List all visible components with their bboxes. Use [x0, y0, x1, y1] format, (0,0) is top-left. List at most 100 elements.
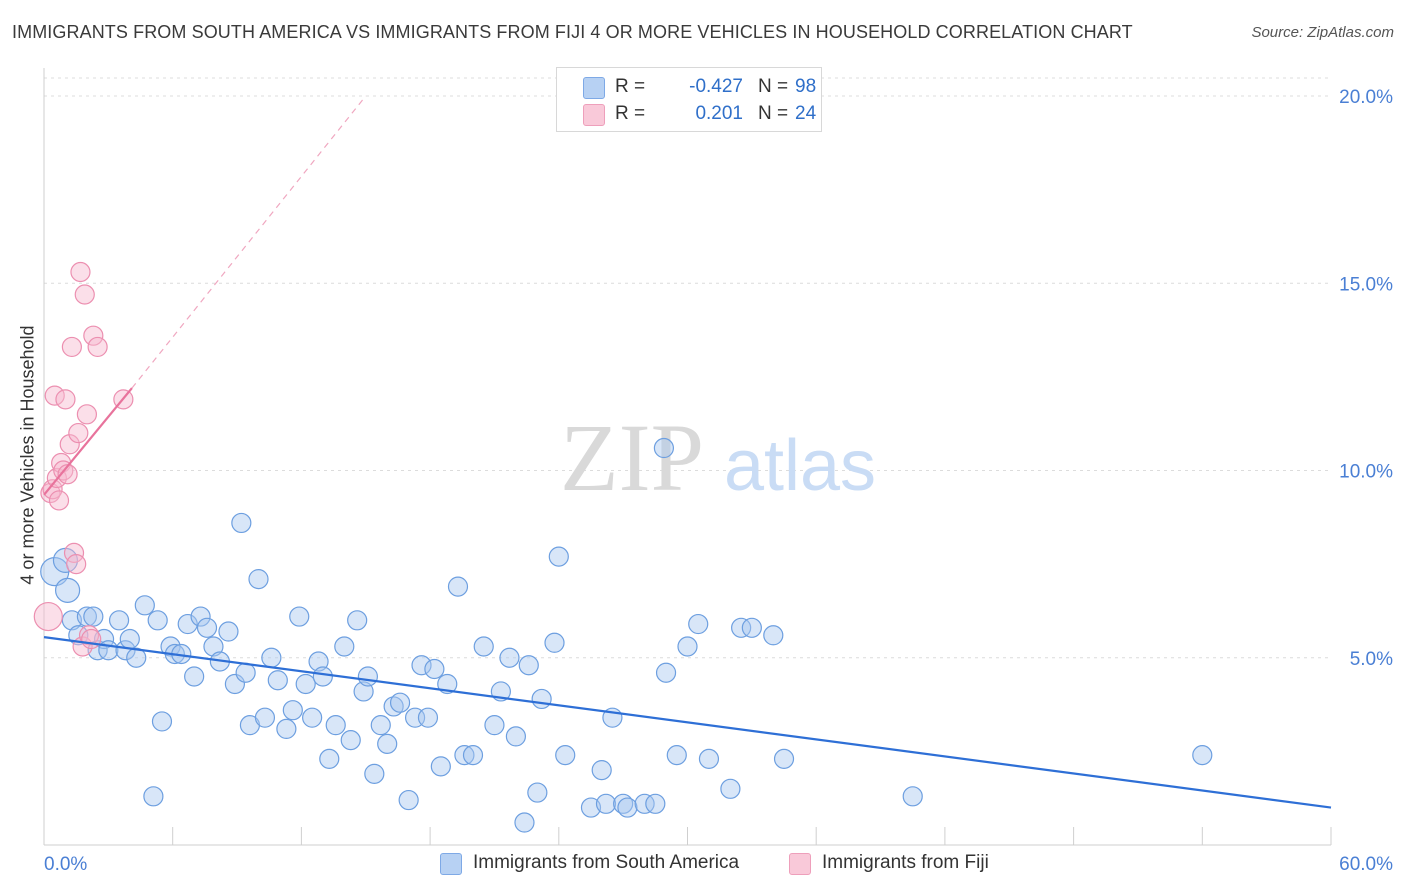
y-tick-label: 5.0% [1350, 649, 1393, 670]
point-fiji [76, 404, 98, 425]
y-tick-label: 10.0% [1339, 462, 1393, 483]
point-south-america [499, 647, 520, 668]
point-south-america [364, 763, 385, 784]
series-label-south-america: Immigrants from South America [473, 852, 740, 873]
x-tick-label: 0.0% [44, 854, 87, 875]
point-south-america [527, 782, 548, 803]
x-tick-label: 60.0% [1339, 854, 1393, 875]
point-south-america [531, 688, 552, 710]
point-south-america [147, 610, 168, 631]
trend-line-fiji [43, 387, 133, 496]
point-south-america [276, 718, 297, 740]
trend-line-fiji-extension [131, 95, 367, 389]
point-fiji [66, 554, 87, 575]
legend-n-value: 98 [795, 76, 817, 97]
point-south-america [902, 786, 923, 807]
point-south-america [325, 715, 346, 736]
point-fiji [61, 336, 82, 358]
series-legend: Immigrants from South America Immigrants… [0, 852, 1406, 878]
point-south-america [555, 745, 576, 766]
point-fiji [42, 479, 63, 500]
point-south-america [505, 726, 527, 747]
series-label-fiji: Immigrants from Fiji [822, 852, 989, 873]
tick-labels: 5.0% 10.0% 15.0% 20.0% 0.0% 60.0% [44, 87, 1393, 875]
point-south-america [312, 666, 333, 687]
point-south-america [196, 617, 218, 638]
correlation-legend: R = -0.427 N = 98 R = 0.201 N = 24 [556, 67, 822, 132]
point-south-america [235, 662, 256, 683]
point-south-america [447, 576, 469, 597]
point-south-america [763, 625, 784, 646]
point-south-america [218, 621, 239, 642]
legend-r-label: R = [615, 103, 646, 124]
point-south-america [731, 617, 752, 638]
point-south-america [282, 700, 303, 721]
point-south-america [295, 673, 316, 695]
point-south-america [617, 797, 638, 818]
point-fiji [83, 325, 104, 346]
point-south-america [462, 745, 484, 766]
point-south-america [83, 606, 104, 627]
legend-n-value: 24 [795, 103, 817, 124]
point-south-america [370, 715, 391, 736]
point-south-america [383, 696, 404, 717]
point-south-america [134, 595, 155, 616]
point-south-america [347, 610, 368, 631]
legend-swatch-fiji [583, 104, 605, 126]
point-south-america [417, 707, 439, 728]
point-south-america [518, 655, 539, 676]
point-south-america [430, 756, 451, 777]
point-south-america [302, 707, 323, 728]
point-south-america [653, 437, 675, 459]
point-south-america [773, 748, 795, 769]
point-south-america [108, 610, 130, 631]
point-south-america [319, 748, 340, 769]
point-south-america [666, 745, 687, 766]
source-credit: Source: ZipAtlas.com [1251, 24, 1394, 41]
point-south-america [190, 606, 211, 627]
point-south-america [261, 647, 282, 668]
point-south-america [548, 546, 569, 567]
chart-title: IMMIGRANTS FROM SOUTH AMERICA VS IMMIGRA… [12, 22, 1133, 42]
point-south-america [308, 651, 329, 672]
trend-lines [43, 95, 1332, 809]
trend-line-south-america [43, 636, 1332, 809]
point-south-america [184, 666, 205, 687]
watermark-atlas: atlas [724, 426, 876, 506]
point-south-america [334, 636, 355, 657]
series-swatch-south-america [440, 853, 462, 875]
point-south-america [353, 681, 374, 702]
point-fiji [68, 422, 89, 444]
series-swatch-fiji [789, 853, 811, 875]
legend-n-label: N = [758, 76, 789, 97]
point-south-america [591, 759, 612, 781]
legend-r-label: R = [615, 76, 646, 97]
point-south-america [289, 606, 310, 627]
point-fiji [33, 601, 63, 632]
point-south-america [248, 569, 269, 590]
watermark-zip: ZIP [560, 404, 704, 511]
point-south-america [454, 745, 475, 766]
point-south-america [377, 733, 398, 754]
point-south-america [424, 658, 445, 680]
point-fiji [70, 261, 91, 283]
point-south-america [126, 647, 147, 668]
point-fiji [81, 628, 102, 650]
point-south-america [411, 655, 432, 676]
legend-r-value: -0.427 [689, 76, 743, 97]
point-fiji [44, 385, 65, 406]
point-south-america [677, 636, 698, 657]
point-south-america [267, 670, 288, 691]
point-south-america [544, 632, 565, 653]
point-south-america [254, 707, 276, 728]
point-south-america [398, 789, 419, 811]
point-south-america [203, 636, 224, 657]
point-south-america [54, 577, 81, 603]
y-tick-label: 15.0% [1339, 274, 1393, 295]
axes [43, 68, 1332, 846]
point-south-america [688, 613, 709, 635]
point-south-america [177, 613, 198, 635]
y-tick-label: 20.0% [1339, 87, 1393, 108]
legend-swatch-south-america [583, 77, 605, 99]
